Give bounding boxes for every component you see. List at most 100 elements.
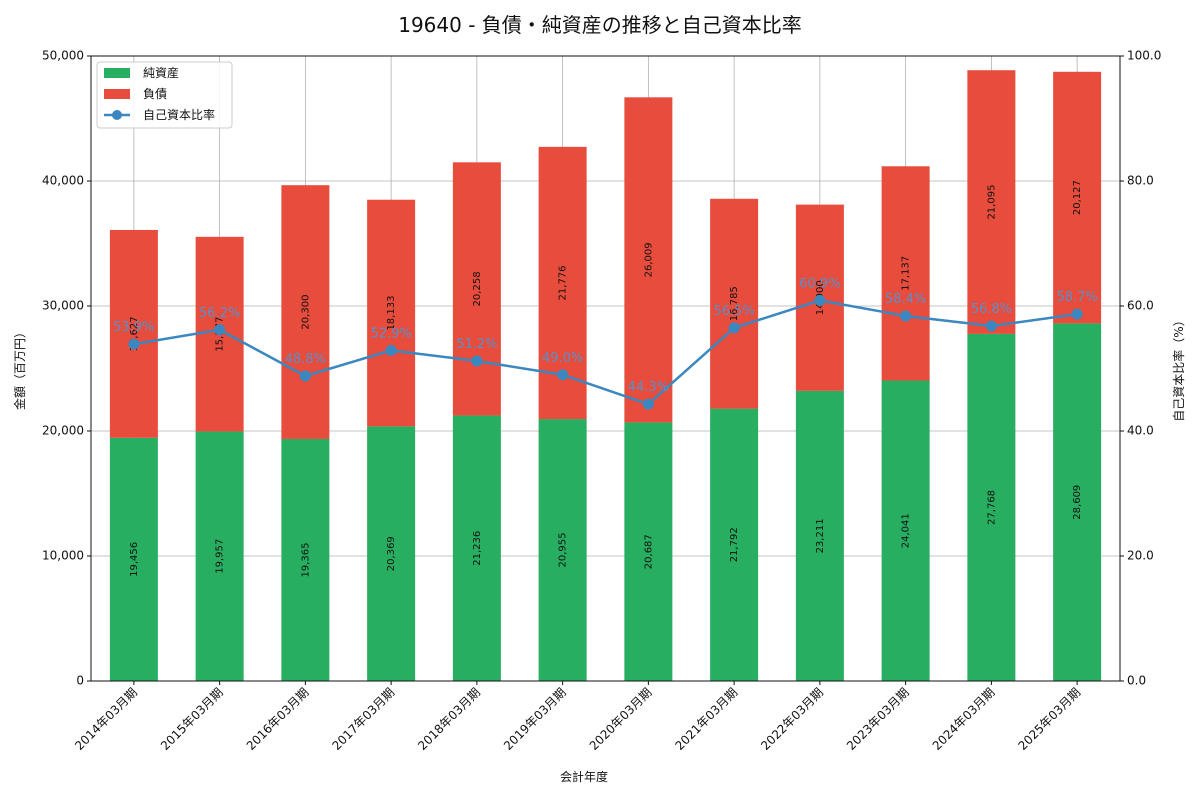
bar-liability [367,199,416,427]
x-tick-label: 2018年03月期 [415,685,483,753]
bar-label-liability: 21,776 [558,265,569,300]
bar-liability [967,70,1016,334]
bar-equity [881,380,930,681]
ratio-point-label: 49.0% [542,351,583,366]
ratio-point [642,398,654,410]
bar-equity [452,415,501,681]
ratio-point-label: 60.9% [799,276,840,291]
bar-label-equity: 24,041 [901,513,912,548]
bars: 19,45616,62719,95715,57719,36520,30020,3… [109,70,1102,681]
ratio-point-label: 58.7% [1056,290,1097,305]
bar-liability [1053,71,1102,324]
y-tick-label: 30,000 [42,299,84,313]
bar-equity [624,422,673,681]
chart-title: 19640 - 負債・純資産の推移と自己資本比率 [398,13,802,37]
ratio-point [728,322,740,334]
ratio-point-label: 53.9% [113,320,154,335]
bar-label-equity: 23,211 [815,518,826,553]
bar-liability [281,185,330,439]
y-tick-label: 50,000 [42,49,84,63]
grid-lines [91,55,1120,682]
x-tick-label: 2014年03月期 [72,685,140,753]
bar-label-liability: 16,785 [729,286,740,321]
y-tick-label: 0 [76,674,84,688]
legend-marker-ratio [112,110,122,120]
bar-label-liability: 20,300 [300,295,311,330]
bar-label-equity: 27,768 [986,490,997,525]
ratio-point-label: 52.9% [370,326,411,341]
bar-label-equity: 19,365 [300,542,311,577]
bar-label-equity: 21,792 [729,527,740,562]
ratio-point [900,310,912,322]
bar-liability [881,166,930,381]
x-tick-label: 2017年03月期 [329,685,397,753]
y2-tick-label: 100.0 [1127,49,1161,63]
bar-equity [281,438,330,681]
bar-label-liability: 16,627 [129,316,140,351]
x-tick-label: 2023年03月期 [844,685,912,753]
ratio-point [471,355,483,367]
bar-label-equity: 19,456 [129,542,140,577]
bar-label-liability: 17,137 [901,256,912,291]
y2-tick-label: 40.0 [1127,424,1154,438]
bar-equity [710,408,759,681]
y-tick-label: 10,000 [42,549,84,563]
bar-equity [109,437,158,681]
bar-label-liability: 18,133 [386,296,397,331]
bar-label-equity: 21,236 [472,531,483,566]
bar-label-equity: 20,955 [558,533,569,568]
ratio-point-label: 44.3% [628,380,669,395]
ratio-point-label: 56.2% [199,306,240,321]
bar-label-equity: 19,957 [215,539,226,574]
bar-label-equity: 20,687 [643,534,654,569]
ratio-point [214,324,226,336]
x-tick-label: 2021年03月期 [672,685,740,753]
bar-liability [109,229,158,438]
y2-tick-label: 0.0 [1127,674,1146,688]
ratio-point-label: 58.4% [885,292,926,307]
x-tick-label: 2025年03月期 [1015,685,1083,753]
bar-equity [795,390,844,681]
ratio-point-label: 51.2% [456,337,497,352]
bar-label-liability: 20,258 [472,271,483,306]
legend-swatch-equity [104,68,130,78]
ratio-point [814,294,826,306]
ratio-point [557,369,569,381]
ratio-point [985,320,997,332]
bar-label-liability: 26,009 [643,242,654,277]
y-tick-label: 20,000 [42,424,84,438]
bar-liability [624,97,673,423]
ratio-point-label: 48.8% [285,352,326,367]
bar-label-equity: 20,369 [386,536,397,571]
ratio-line-path [133,299,1078,406]
y-axis-label: 金額（百万円） [12,326,27,410]
y2-axis-label: 自己資本比率（%） [1171,314,1186,421]
y-tick-label: 40,000 [42,174,84,188]
x-tick-label: 2020年03月期 [587,685,655,753]
legend-label-equity: 純資産 [143,65,179,80]
bar-liability [710,198,759,409]
ratio-point [1071,308,1083,320]
y2-tick-label: 20.0 [1127,549,1154,563]
ratio-point-label: 56.5% [713,304,754,319]
x-tick-label: 2019年03月期 [501,685,569,753]
bar-label-liability: 21,095 [986,185,997,220]
x-tick-label: 2016年03月期 [244,685,312,753]
bar-label-liability: 20,127 [1072,180,1083,215]
bar-label-equity: 28,609 [1072,485,1083,520]
ratio-point [299,370,311,382]
x-axis-label: 会計年度 [560,769,608,784]
bar-equity [967,333,1016,681]
bar-equity [538,419,587,681]
legend-label-ratio: 自己資本比率 [143,107,215,122]
x-tick-label: 2022年03月期 [758,685,826,753]
legend-swatch-liability [104,89,130,99]
ratio-point [128,338,140,350]
ratio-point [385,344,397,356]
ratio-point-label: 56.8% [971,302,1012,317]
bar-equity [1053,323,1102,681]
bar-liability [452,162,501,416]
